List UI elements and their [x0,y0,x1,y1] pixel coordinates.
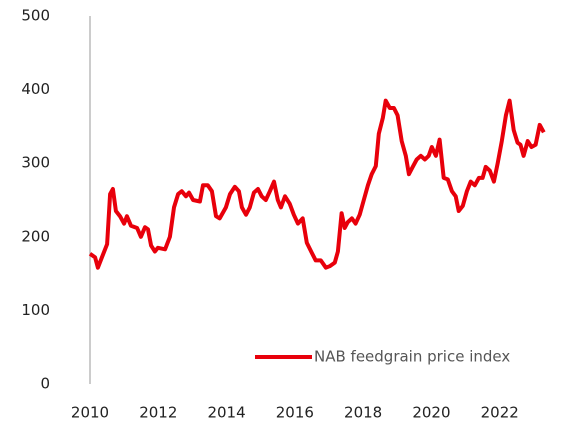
y-tick-label: 300 [21,154,50,172]
x-tick-label: 2022 [481,404,519,422]
x-tick-label: 2016 [276,404,314,422]
x-tick-label: 2012 [139,404,177,422]
x-tick-label: 2014 [207,404,245,422]
y-tick-label: 0 [40,375,50,393]
y-tick-label: 200 [21,227,50,245]
line [88,98,546,270]
x-tick-label: 2018 [344,404,382,422]
x-tick-label: 2020 [412,404,450,422]
y-tick-label: 500 [21,7,50,25]
y-tick-label: 100 [21,301,50,319]
x-tick-label: 2010 [71,404,109,422]
y-tick-label: 400 [21,80,50,98]
legend-label: NAB feedgrain price index [314,348,510,366]
